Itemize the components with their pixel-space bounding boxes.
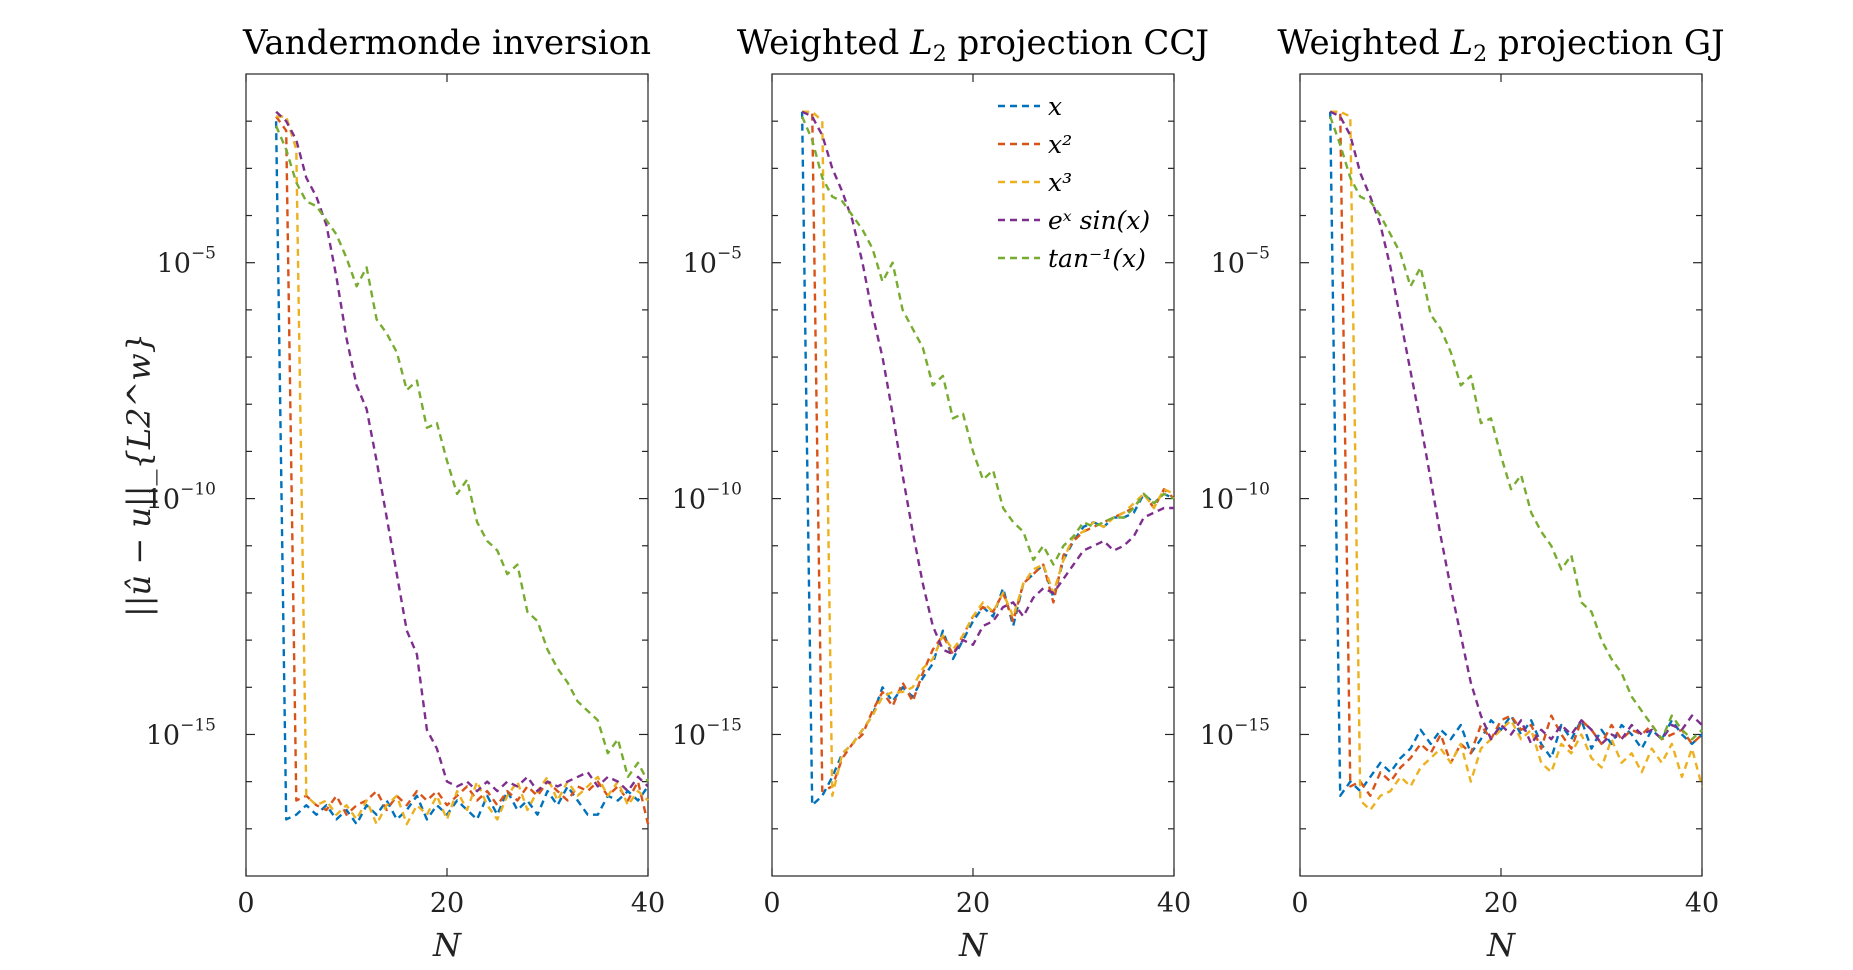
series-line-3 <box>1329 110 1703 746</box>
y-tick-label: 10−10 <box>146 480 216 516</box>
x-axis-label: N <box>432 926 462 964</box>
x-tick-label: 20 <box>1484 888 1518 919</box>
y-tick-label: 10−5 <box>157 244 216 280</box>
panel-title: Weighted L2 projection GJ <box>1277 23 1724 67</box>
series-line-4 <box>800 116 1175 566</box>
series-line-3 <box>275 110 649 793</box>
legend-label: tan⁻¹(x) <box>1048 244 1146 273</box>
panel-vandermonde-inversion: Vandermonde inversion 0 20 40 10−5 10−10 10−15… <box>146 23 665 964</box>
y-tick-label: 10−15 <box>146 715 216 751</box>
legend-label: x³ <box>1048 168 1072 197</box>
series-line-1 <box>275 115 650 825</box>
series-line-0 <box>274 121 649 826</box>
x-tick-label: 0 <box>1291 888 1308 919</box>
panel-title: Vandermonde inversion <box>242 23 651 63</box>
x-tick-label: 20 <box>430 888 464 919</box>
series-line-4 <box>274 125 650 783</box>
y-tick-label: 10−10 <box>672 480 742 516</box>
y-axis-label: ||û − u||_{L2^w} <box>120 333 158 617</box>
panel-title: Weighted L2 projection CCJ <box>737 23 1209 67</box>
panel-weighted-l2-projection-gj: Weighted L2 projection GJ 0 20 40 10−5 10−10 1… <box>1200 23 1725 964</box>
legend-label: x <box>1048 92 1062 121</box>
y-tick-label: 10−15 <box>672 715 742 751</box>
legend-label: x² <box>1048 130 1072 159</box>
series-line-4 <box>1329 116 1703 741</box>
series-line-2 <box>276 115 649 826</box>
y-tick-label: 10−15 <box>1200 715 1270 751</box>
panel-weighted-l2-projection-ccj: Weighted L2 projection CCJ 0 20 40 10−5 10−10… <box>672 23 1209 964</box>
x-tick-label: 40 <box>631 888 665 919</box>
x-axis-label: N <box>1486 926 1516 964</box>
x-tick-label: 0 <box>763 888 780 919</box>
y-axis-label-group: ||û − u||_{L2^w} <box>120 333 158 617</box>
x-axis-label: N <box>958 926 988 964</box>
x-tick-label: 40 <box>1157 888 1191 919</box>
x-tick-label: 20 <box>956 888 990 919</box>
series-line-3 <box>801 110 1174 656</box>
x-tick-label: 0 <box>237 888 254 919</box>
y-tick-label: 10−5 <box>683 244 742 280</box>
axes-frame <box>771 73 1175 877</box>
y-tick-label: 10−10 <box>1200 480 1270 516</box>
series-line-1 <box>1330 110 1703 797</box>
series-line-0 <box>1329 111 1703 797</box>
y-tick-label: 10−5 <box>1211 244 1270 280</box>
x-tick-label: 40 <box>1685 888 1719 919</box>
series-line-2 <box>1330 110 1704 812</box>
legend-label: eˣ sin(x) <box>1048 206 1150 235</box>
